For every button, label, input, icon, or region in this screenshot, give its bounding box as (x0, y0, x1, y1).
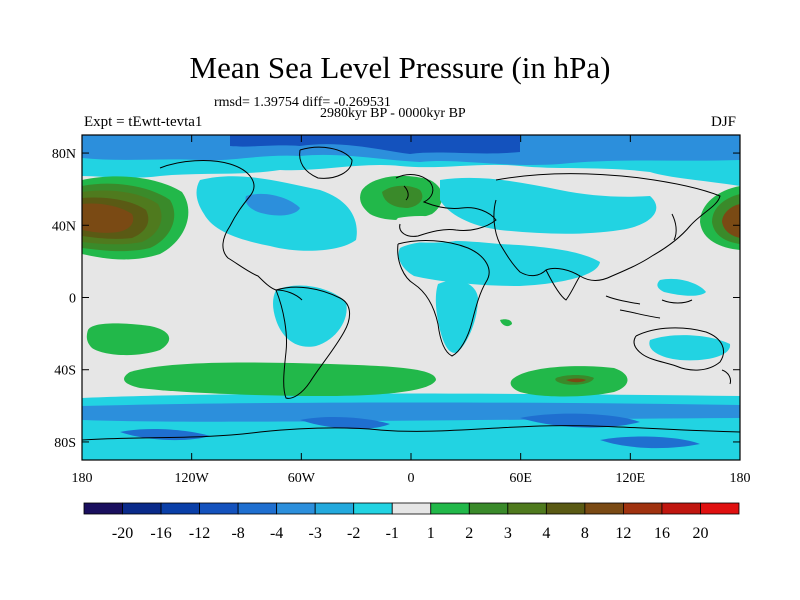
colorbar-swatch (468, 502, 509, 515)
colorbar-swatch (122, 502, 162, 515)
lon-tick-label: 60W (288, 471, 316, 486)
colorbar-swatch (83, 502, 123, 515)
lon-tick-label: 180 (730, 471, 751, 486)
colorbar-swatch (700, 502, 740, 515)
lon-tick-label: 0 (408, 471, 415, 486)
s-pacific-green (86, 323, 170, 356)
colorbar-label: 8 (581, 525, 589, 542)
antarctic-blue-patches (120, 413, 700, 449)
colorbar-swatch (353, 502, 393, 515)
coastline-japan (671, 213, 677, 241)
colorbar-swatch (391, 502, 432, 515)
colorbar-swatch (430, 502, 470, 515)
rmsd-diff-text: rmsd= 1.39754 diff= -0.269531 (214, 95, 391, 110)
coastline-antarctica (82, 425, 740, 441)
lat-tick-label: 80N (52, 147, 76, 162)
map-panel: 80N 40N 0 40S 80S 180 120W 60W 0 60E 120E 180 (52, 134, 751, 486)
coastline-europe (395, 174, 497, 237)
equatorial-green-spot (500, 319, 512, 327)
colorbar-label: -1 (386, 525, 399, 542)
colorbar-label: 12 (615, 525, 631, 542)
coastline-australia (633, 327, 724, 371)
colorbar-label: -8 (231, 525, 244, 542)
s-indian-core (566, 378, 586, 383)
lon-tick-label: 180 (72, 471, 93, 486)
coastline-se-asia-islands (605, 295, 693, 319)
lon-tick-label: 120W (175, 471, 210, 486)
colorbar-label: -4 (270, 525, 283, 542)
colorbar-label: 1 (427, 525, 435, 542)
lon-tick-label: 120E (616, 471, 646, 486)
coastline-new-zealand (721, 369, 731, 385)
lon-tick-label: 60E (509, 471, 532, 486)
coastline-asia (493, 173, 721, 281)
colorbar-label: 2 (465, 525, 473, 542)
antarctic-cyan-band (82, 418, 740, 460)
s-america-cyan (273, 285, 347, 347)
colorbar-swatch (661, 502, 701, 515)
coastlines (82, 146, 740, 441)
colorbar-label: -16 (150, 525, 171, 542)
colorbar-label: 3 (504, 525, 512, 542)
arctic-dark-blue-core (230, 135, 520, 154)
colorbar-swatch (276, 502, 316, 515)
colorbar-label: 16 (654, 525, 670, 542)
lat-tick-label: 40S (54, 364, 76, 379)
colorbar-swatch (623, 502, 663, 515)
contour-fills (82, 135, 740, 460)
coastline-greenland (299, 146, 353, 179)
colorbar-label: -20 (112, 525, 133, 542)
colorbar-label: 20 (692, 525, 708, 542)
atlantic-blue-patch (245, 193, 300, 216)
season-label: DJF (711, 114, 737, 130)
colorbar-label: -3 (309, 525, 322, 542)
axis-ticks: 80N 40N 0 40S 80S 180 120W 60W 0 60E 120E 180 (52, 135, 751, 486)
colorbar-swatch (584, 502, 624, 515)
coastline-india (545, 269, 581, 301)
n-pacific-core (82, 203, 134, 233)
colorbar-label: 4 (542, 525, 550, 542)
colorbar-swatch (507, 502, 547, 515)
coastline-uk (403, 185, 409, 201)
experiment-label: Expt = tEwtt-tevta1 (84, 114, 203, 130)
coastline-north-america (159, 160, 303, 301)
australia-cyan (649, 335, 731, 361)
colorbar-swatch (237, 502, 278, 515)
map-title: Mean Sea Level Pressure (in hPa) (189, 50, 611, 85)
colorbar: -20 -16 -12 -8 -4 -3 -2 -1 1 2 3 4 8 12 16 20 (83, 502, 740, 542)
n-atlantic-darkgreen (382, 185, 423, 208)
n-africa-cyan (398, 240, 600, 286)
coastline-africa (397, 240, 490, 357)
coastline-south-america (275, 286, 350, 399)
n-pacific-east-core (722, 204, 740, 238)
colorbar-label: -2 (347, 525, 360, 542)
lat-tick-label: 0 (69, 292, 76, 307)
lat-tick-label: 40N (52, 219, 76, 234)
colorbar-swatch (160, 502, 200, 515)
colorbar-swatch (545, 502, 586, 515)
s-pacific-green-band (124, 362, 436, 396)
colorbar-swatch (199, 502, 239, 515)
colorbar-swatch (314, 502, 355, 515)
pacific-cyan-patch (657, 278, 706, 296)
colorbar-label: -12 (189, 525, 210, 542)
period-text: 2980kyr BP - 0000kyr BP (320, 106, 466, 121)
lat-tick-label: 80S (54, 436, 76, 451)
